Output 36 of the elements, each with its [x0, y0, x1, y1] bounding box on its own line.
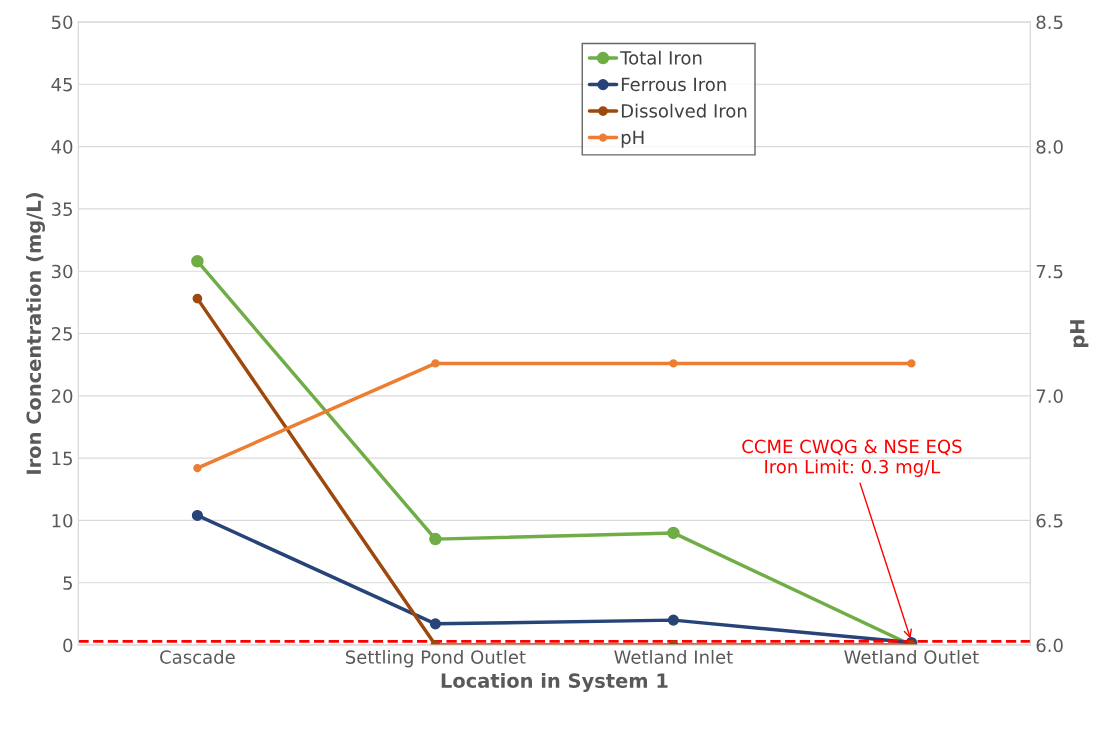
y-tick-label: 50	[51, 15, 73, 30]
legend-label: Dissolved Iron	[621, 103, 747, 118]
x-tick-label: Settling Pond Outlet	[345, 649, 526, 668]
y2-axis-title: pH	[1070, 320, 1089, 347]
y-tick-label: 10	[52, 513, 73, 528]
y-tick-label: 20	[51, 389, 73, 403]
y2-tick-label: 7.5	[1036, 264, 1063, 279]
legend-label: pH	[621, 130, 644, 148]
point	[192, 293, 203, 304]
y2-tick-label: 7.0	[1036, 389, 1063, 403]
point	[191, 509, 203, 522]
x-axis-title: Location in System 1	[441, 672, 668, 692]
y-tick-label: 25	[51, 326, 72, 341]
y-tick-label: 5	[63, 576, 72, 590]
point	[667, 614, 679, 626]
x-tick-label: Cascade	[160, 649, 235, 664]
point	[667, 526, 680, 540]
y-tick-label: 35	[51, 202, 72, 217]
legend-label: Ferrous Iron	[621, 77, 726, 92]
y2-tick-label: 8.5	[1036, 15, 1063, 30]
point	[429, 618, 441, 630]
y-axis-title: Iron Concentration (mg/L)	[26, 193, 46, 474]
legend-label: Total Iron	[620, 50, 702, 65]
y-tick-label: 0	[63, 638, 73, 653]
point	[191, 254, 204, 268]
y-tick-label: 15	[52, 451, 72, 466]
x-tick-label: Wetland Outlet	[844, 649, 979, 664]
y-tick-label: 30	[51, 264, 73, 279]
point	[429, 532, 442, 546]
y2-tick-label: 6.5	[1036, 513, 1063, 528]
y2-tick-label: 6.0	[1036, 638, 1063, 653]
y-tick-label: 45	[51, 77, 72, 92]
y2-tick-label: 8.0	[1036, 140, 1063, 154]
x-tick-label: Wetland Inlet	[614, 649, 733, 664]
y-tick-label: 40	[51, 140, 73, 154]
annotation: CCME CWQG & NSE EQS Iron Limit: 0.3 mg/L	[742, 439, 962, 477]
